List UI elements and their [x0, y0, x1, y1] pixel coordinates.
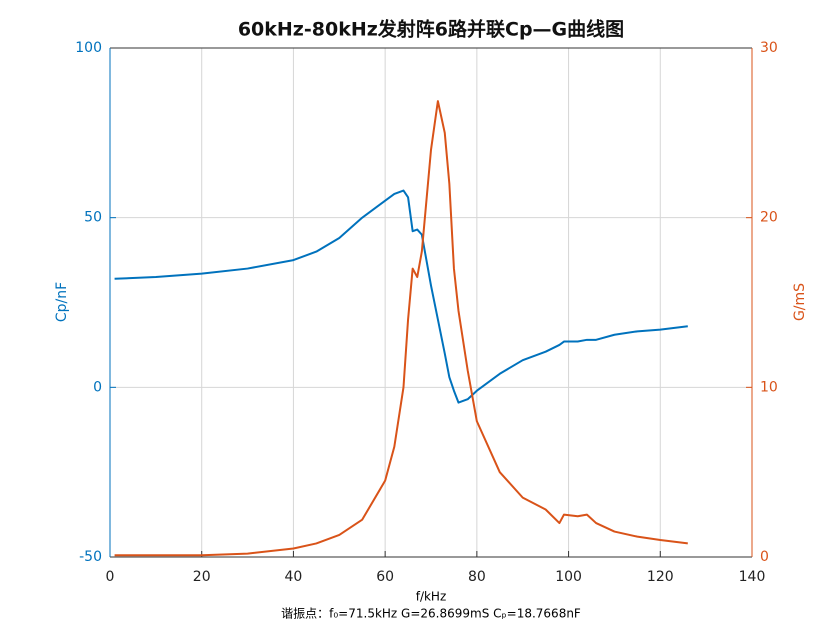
series-line — [114, 189, 688, 404]
y-tick-label: 100 — [75, 40, 102, 56]
y-axis-label: Cp/nF — [54, 282, 70, 322]
y2-tick-label: 30 — [760, 40, 778, 56]
y2-axis-label: G/mS — [792, 283, 808, 321]
x-tick-label: 20 — [193, 569, 211, 585]
y2-tick-label: 20 — [760, 210, 778, 226]
x-tick-label: 80 — [468, 569, 486, 585]
x-tick-label: 100 — [555, 569, 582, 585]
y-tick-label: 0 — [93, 379, 102, 395]
y-tick-label: 50 — [84, 210, 102, 226]
x-tick-label: 60 — [376, 569, 394, 585]
x-tick-label: 140 — [739, 569, 766, 585]
series-line — [114, 100, 688, 557]
y-tick-label: -50 — [79, 549, 102, 565]
x-tick-label: 0 — [106, 569, 115, 585]
x-axis-label: f/kHz — [416, 590, 447, 604]
chart-title: 60kHz-80kHz发射阵6路并联Cp—G曲线图 — [238, 18, 624, 41]
y2-tick-label: 0 — [760, 549, 769, 565]
annotation: 谐振点：f₀=71.5kHz G=26.8699mS Cₚ=18.7668nF — [281, 607, 581, 621]
x-tick-label: 40 — [285, 569, 303, 585]
x-tick-label: 120 — [647, 569, 674, 585]
y2-tick-label: 10 — [760, 379, 778, 395]
